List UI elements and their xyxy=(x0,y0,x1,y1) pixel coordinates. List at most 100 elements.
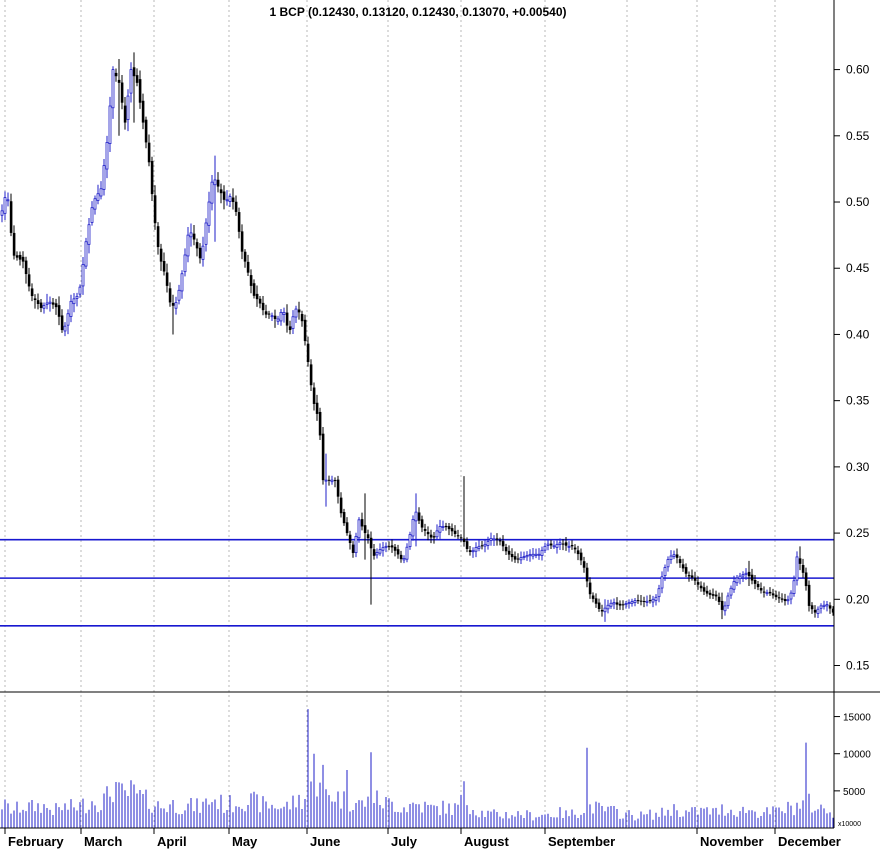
candle-body xyxy=(588,582,592,595)
candle-body xyxy=(165,272,169,286)
candle-body xyxy=(369,537,373,549)
candle-body xyxy=(15,255,19,258)
candle-body xyxy=(396,549,400,555)
candle-body xyxy=(342,512,346,524)
candle-body xyxy=(783,599,787,602)
candle-body xyxy=(144,119,148,143)
candle-body xyxy=(153,195,157,224)
candle-body xyxy=(714,594,718,597)
price-tick-label: 0.55 xyxy=(846,129,870,143)
candle-body xyxy=(504,546,508,552)
candle-body xyxy=(72,298,76,305)
candle-body xyxy=(39,302,43,308)
candle-body xyxy=(36,300,40,304)
candle-body xyxy=(291,316,295,329)
candle-body xyxy=(726,595,730,607)
candle-body xyxy=(435,530,439,538)
candle-body xyxy=(540,549,544,556)
candle-body xyxy=(777,597,781,599)
candle-body xyxy=(96,193,100,201)
candle-body xyxy=(462,538,466,543)
candle-body xyxy=(273,315,277,319)
candle-body xyxy=(609,602,613,607)
candle-body xyxy=(732,581,736,590)
candle-body xyxy=(510,554,514,558)
candle-body xyxy=(129,69,133,94)
candle-body xyxy=(93,198,97,210)
candle-body xyxy=(534,553,538,556)
month-label: June xyxy=(310,834,340,849)
candle-body xyxy=(525,555,529,558)
candle-body xyxy=(465,541,469,549)
candle-body xyxy=(411,519,415,537)
candle-body xyxy=(303,319,307,342)
candle-body xyxy=(771,593,775,596)
candle-body xyxy=(372,549,376,556)
candle-body xyxy=(213,179,217,186)
candle-body xyxy=(660,576,664,589)
candle-body xyxy=(807,584,811,606)
candle-body xyxy=(447,526,451,530)
candle-body xyxy=(558,542,562,545)
candle-body xyxy=(210,181,214,204)
candle-body xyxy=(780,598,784,600)
candle-body xyxy=(84,241,88,267)
candle-body xyxy=(765,592,769,595)
candle-body xyxy=(204,222,208,245)
candle-body xyxy=(477,545,481,549)
candle-body xyxy=(0,210,4,216)
candle-body xyxy=(102,165,106,190)
candle-body xyxy=(720,600,724,610)
candle-body xyxy=(516,558,520,560)
month-label: August xyxy=(464,834,509,849)
candle-body xyxy=(381,547,385,551)
price-tick-label: 0.45 xyxy=(846,261,870,275)
candle-body xyxy=(495,538,499,540)
candle-body xyxy=(321,433,325,481)
month-label: May xyxy=(232,834,258,849)
candle-body xyxy=(705,590,709,594)
candle-body xyxy=(78,286,82,295)
candle-body xyxy=(363,525,367,534)
candle-body xyxy=(582,561,586,568)
price-tick-label: 0.50 xyxy=(846,195,870,209)
candle-body xyxy=(423,529,427,531)
candle-body xyxy=(408,534,412,548)
candle-body xyxy=(774,594,778,598)
candle-body xyxy=(75,295,79,299)
candle-body xyxy=(441,526,445,528)
candle-body xyxy=(627,602,631,605)
candle-body xyxy=(459,537,463,539)
candle-body xyxy=(792,580,796,594)
candle-body xyxy=(702,587,706,592)
candle-body xyxy=(669,555,673,560)
candle-body xyxy=(345,522,349,534)
candle-body xyxy=(594,598,598,604)
month-label: April xyxy=(157,834,187,849)
candle-body xyxy=(99,188,103,197)
candle-body xyxy=(789,592,793,600)
candle-body xyxy=(222,191,226,200)
candle-body xyxy=(723,605,727,612)
candle-body xyxy=(426,531,430,535)
candle-body xyxy=(24,260,28,275)
candle-body xyxy=(768,591,772,594)
candle-body xyxy=(663,567,667,576)
candle-body xyxy=(606,604,610,610)
candle-body xyxy=(6,199,10,202)
candle-body xyxy=(519,557,523,561)
candle-body xyxy=(186,234,190,257)
candle-body xyxy=(549,543,553,546)
candle-body xyxy=(282,311,286,315)
candle-body xyxy=(354,535,358,554)
candle-body xyxy=(648,600,652,602)
candle-body xyxy=(189,232,193,238)
candle-body xyxy=(267,313,271,315)
candle-body xyxy=(651,598,655,603)
candle-body xyxy=(414,511,418,522)
candle-body xyxy=(750,574,754,581)
candle-body xyxy=(123,105,127,123)
candle-body xyxy=(657,588,661,598)
candle-body xyxy=(486,540,490,546)
